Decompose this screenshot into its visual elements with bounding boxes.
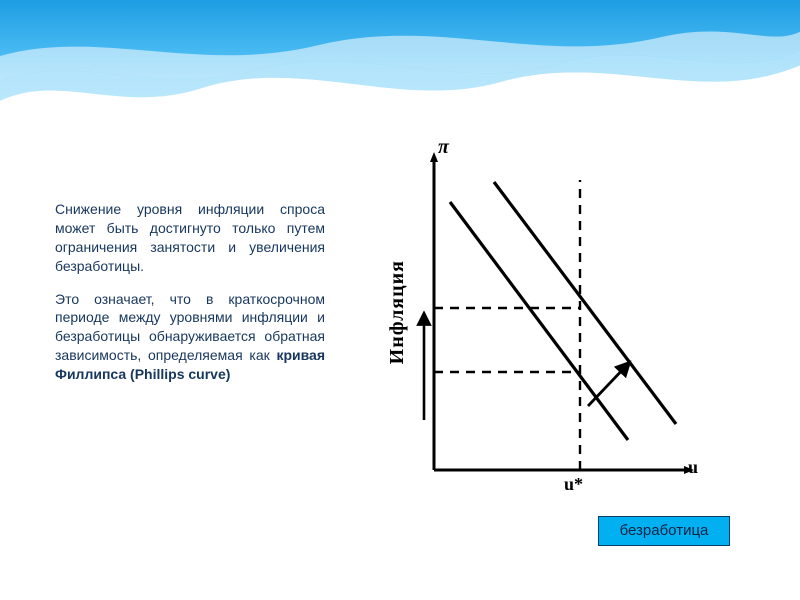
x-axis-caption: безработица: [598, 516, 730, 546]
x-axis-symbol: u: [688, 457, 698, 478]
u-star-label: u*: [564, 474, 583, 495]
body-text: Снижение уровня инфляции спроса может бы…: [55, 200, 325, 398]
chart-svg: [370, 140, 700, 500]
phillips-curve-chart: Инфляция π u u*: [370, 140, 700, 500]
y-axis-symbol: π: [438, 136, 449, 159]
header-wave: [0, 0, 800, 140]
slide: Снижение уровня инфляции спроса может бы…: [0, 0, 800, 600]
paragraph-2: Это означает, что в краткосрочном период…: [55, 290, 325, 384]
y-axis-label: Инфляция: [386, 260, 409, 364]
paragraph-1: Снижение уровня инфляции спроса может бы…: [55, 200, 325, 276]
